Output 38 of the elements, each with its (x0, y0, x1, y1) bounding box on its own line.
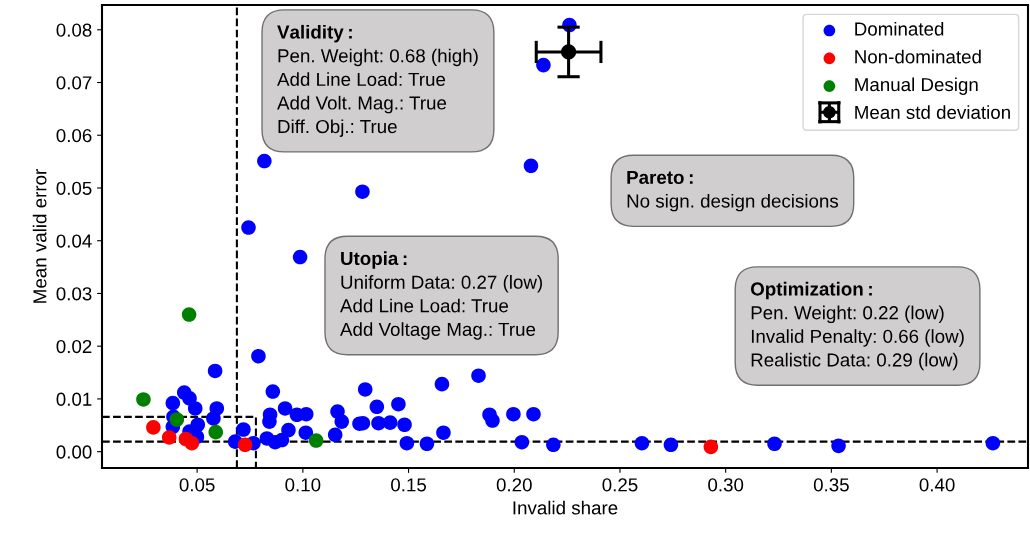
point (146, 420, 161, 435)
point (169, 412, 185, 427)
y-tick-label: 0.08 (56, 23, 92, 37)
y-tick-label: 0.03 (56, 287, 92, 301)
y-tick-label: 0.04 (56, 234, 92, 248)
point (308, 433, 324, 448)
y-tick-label: 0.00 (56, 445, 92, 459)
legend-label: Dominated (855, 21, 944, 36)
point (208, 424, 224, 440)
annotation: Utopia: Uniform Data: 0.27 (low) Add Line Load: True Add Voltage Mag.: True (340, 251, 543, 340)
point (703, 439, 719, 455)
point (181, 307, 197, 322)
x-tick-label: 0.20 (496, 478, 532, 492)
legend-label: Non-dominated (855, 49, 981, 64)
point (237, 437, 253, 453)
x-tick-label: 0.30 (708, 478, 744, 492)
x-tick-label: 0.40 (919, 478, 955, 492)
x-tick-label: 0.25 (602, 478, 638, 492)
y-tick-label: 0.07 (56, 76, 92, 90)
y-tick-label: 0.02 (56, 339, 92, 354)
x-tick-label: 0.05 (179, 478, 215, 492)
legend-label: Mean std deviation (855, 105, 1010, 120)
annotation: Validity: Pen. Weight: 0.68 (high) Add Line Load: True Add Volt. Mag.: True Diff. Obj.: True (277, 24, 478, 137)
y-tick-label: 0.06 (56, 128, 92, 143)
x-tick-label: 0.15 (391, 478, 427, 492)
x-tick-label: 0.10 (285, 478, 321, 492)
point (560, 44, 577, 60)
legend-label: Manual Design (855, 77, 978, 95)
point (161, 430, 177, 445)
x-axis-title: Invalid share (513, 500, 618, 515)
y-axis-title: Mean valid error (32, 169, 47, 303)
x-tick-label: 0.35 (813, 478, 849, 492)
y-tick-label: 0.01 (56, 392, 92, 406)
y-tick-label: 0.05 (56, 181, 92, 195)
annotation: Optimization: Pen. Weight: 0.22 (low) Invalid Penalty: 0.66 (low) Realistic Data: 0.29 (low) (750, 281, 964, 371)
point (184, 435, 200, 451)
point (136, 392, 151, 407)
annotation: Pareto: No sign. design decisions (627, 170, 839, 212)
